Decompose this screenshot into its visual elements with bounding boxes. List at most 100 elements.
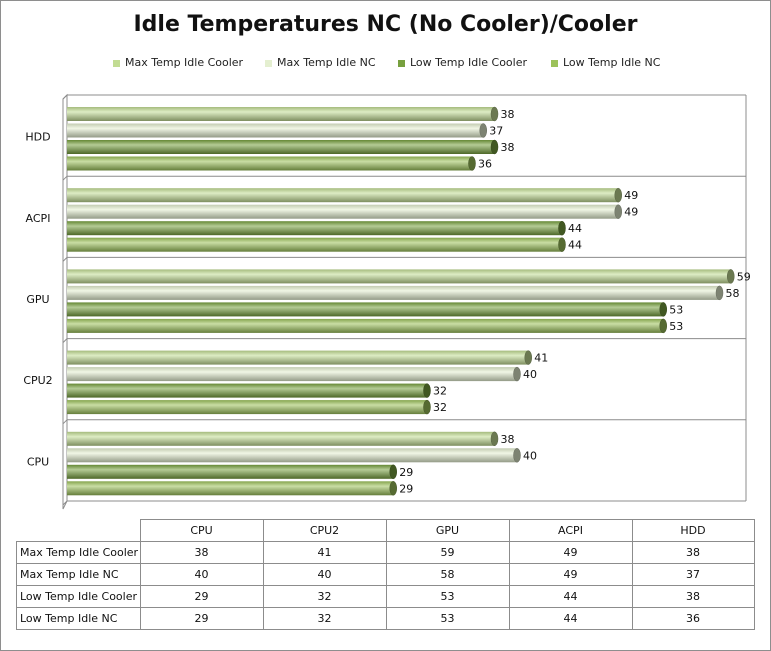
value-label: 53 [669,303,683,316]
table-cell: 41 [262,541,387,564]
value-label: 29 [399,466,413,479]
bar-cap [558,237,566,252]
bar-body [67,481,394,496]
bar-body [67,123,484,138]
legend-swatch [265,60,272,67]
chart-title: Idle Temperatures NC (No Cooler)/Cooler [133,12,638,37]
value-label: 44 [568,239,582,252]
value-label: 32 [433,401,447,414]
bar-gpu-max-temp-idle-cooler [67,269,735,284]
value-label: 58 [726,287,740,300]
table-cell: 49 [508,563,633,586]
bar-body [67,350,529,365]
value-label: 44 [568,222,582,235]
value-label: 38 [501,433,515,446]
table-row-header: Max Temp Idle NC [16,563,141,586]
legend-label: Max Temp Idle NC [277,56,376,69]
bar-cap [659,318,667,334]
table-cell: 58 [385,563,510,586]
bar-body [67,367,517,382]
table-cell: 38 [139,541,264,564]
bar-cap [558,220,566,236]
table-column-header: HDD [631,519,755,542]
bar-acpi-low-temp-idle-nc [67,237,566,252]
category-label-cpu: CPU [27,455,49,468]
bar-cap [715,285,724,301]
table-cell: 36 [631,607,755,630]
table-cell: 40 [262,563,387,586]
bar-body [67,156,472,171]
category-label-cpu2: CPU2 [23,374,52,387]
gridline-diag [62,500,68,506]
table-column-header: CPU2 [262,519,387,542]
bar-cap [524,350,532,365]
table-cell: 44 [508,607,633,630]
table-row: Low Temp Idle Cooler 29 32 53 44 38 [16,585,755,608]
bar-body [67,400,427,415]
bar-cpu-max-temp-idle-cooler [67,431,499,447]
table-cell: 53 [385,607,510,630]
bar-cap [479,123,487,138]
legend-label: Low Temp Idle NC [563,56,661,69]
bar-cap [614,204,622,219]
bar-cap [423,399,431,415]
bar-cpu2-low-temp-idle-cooler [67,383,431,398]
bar-gpu-low-temp-idle-nc [67,318,667,334]
bar-cap [389,464,397,480]
bar-body [67,383,427,398]
data-table: CPU CPU2 GPU ACPI HDD Max Temp Idle Cooler 38 4… [16,519,755,630]
bar-cap [490,106,499,122]
bar-body [67,237,562,252]
table-cell: 44 [508,585,633,608]
table-cell: 53 [385,585,510,608]
bar-body [67,448,517,463]
gridline-diag [62,338,68,343]
bar-body [67,464,394,479]
legend-swatch [113,60,120,67]
value-label: 49 [624,189,638,202]
table-header-row: CPU CPU2 GPU ACPI HDD [16,519,755,542]
table-cell: 59 [385,541,510,564]
bar-body [67,140,495,154]
legend-swatch [551,60,558,67]
legend-label: Low Temp Idle Cooler [410,56,528,69]
table-cell: 29 [139,607,264,630]
bar-cpu2-max-temp-idle-cooler [67,350,532,365]
bar-cpu2-max-temp-idle-nc [67,366,521,382]
table-row: Max Temp Idle Cooler 38 41 59 49 38 [16,541,755,564]
bar-cpu-max-temp-idle-nc [67,448,521,463]
bar-acpi-low-temp-idle-cooler [67,220,566,236]
bar-body [67,285,720,300]
bar-hdd-low-temp-idle-nc [67,156,476,171]
table-row: Low Temp Idle NC 29 32 53 44 36 [16,607,755,630]
gridline-diag [62,257,68,262]
bar-cap [423,383,431,398]
value-label: 40 [523,368,537,381]
table-column-header: ACPI [508,519,633,542]
value-label: 38 [501,141,515,154]
table-cell: 32 [262,585,387,608]
table-column-header: GPU [385,519,510,542]
legend-swatch [398,60,405,67]
bar-gpu-low-temp-idle-cooler [67,302,667,317]
category-label-gpu: GPU [26,293,49,306]
value-label: 32 [433,385,447,398]
table-row-header: Max Temp Idle Cooler [16,541,141,564]
table-corner [16,519,141,542]
bar-cap [389,481,397,496]
bar-hdd-max-temp-idle-cooler [67,106,499,122]
gridline-diag [62,419,68,425]
value-label: 37 [489,125,503,138]
bar-body [67,302,664,317]
table-cell: 38 [631,585,755,608]
gridline-diag [62,175,68,181]
bar-cpu2-low-temp-idle-nc [67,399,431,415]
bar-gpu-max-temp-idle-nc [67,285,724,301]
bar-acpi-max-temp-idle-cooler [67,187,622,203]
value-label: 53 [669,320,683,333]
table-cell: 32 [262,607,387,630]
gridline-diag [62,94,68,100]
bar-cpu-low-temp-idle-nc [67,481,397,496]
table-row-header: Low Temp Idle NC [16,607,141,630]
bar-cap [659,302,667,317]
